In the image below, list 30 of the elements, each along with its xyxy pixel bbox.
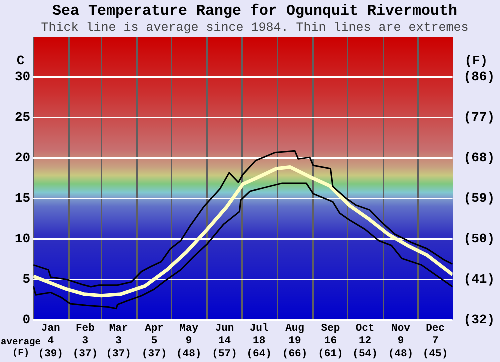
- x-tick-label: Aug 19 (66): [282, 323, 308, 360]
- y-tick-label: 5: [22, 272, 31, 288]
- x-tick-label: Feb 3 (37): [72, 323, 98, 360]
- y2-tick-label: (32): [464, 312, 496, 328]
- y-tick-label: 15: [14, 191, 31, 206]
- y-tick-label: 0: [22, 312, 31, 328]
- y2-tick-label: (68): [464, 150, 496, 166]
- chart-title: Sea Temperature Range for Ogunquit Rivermouth: [52, 2, 458, 20]
- y2-tick-label: (50): [464, 232, 496, 247]
- y-tick-label: 30: [14, 70, 31, 85]
- x-tick-label: Sep 16 (61): [318, 323, 344, 360]
- x-tick-label: Jun 14 (57): [212, 323, 238, 360]
- chart-subtitle: Thick line is average since 1984. Thin lines are extremes: [41, 20, 469, 35]
- text: average (F): [1, 336, 42, 359]
- x-tick-label: Nov 9 (48): [388, 323, 414, 360]
- x-tick-label: Apr 5 (37): [142, 323, 168, 360]
- x-tick-label: Jul 18 (64): [246, 323, 272, 360]
- y2-tick-label: (59): [464, 191, 496, 206]
- y-axis-title: C: [16, 54, 25, 69]
- y2-tick-label: (86): [464, 70, 496, 85]
- y-tick-label: 25: [14, 110, 31, 126]
- y2-tick-label: (41): [464, 272, 496, 288]
- y-tick-label: 20: [14, 150, 31, 166]
- x-tick-label: May 9 (48): [176, 323, 202, 360]
- y2-tick-label: (77): [464, 110, 496, 126]
- y-tick-label: 10: [14, 232, 31, 247]
- y2-axis-title: (F): [464, 54, 488, 69]
- x-tick-label: Dec 7 (45): [422, 323, 448, 360]
- x-tick-label: Oct 12 (54): [352, 323, 378, 360]
- x-tick-label: Mar 3 (37): [106, 323, 132, 360]
